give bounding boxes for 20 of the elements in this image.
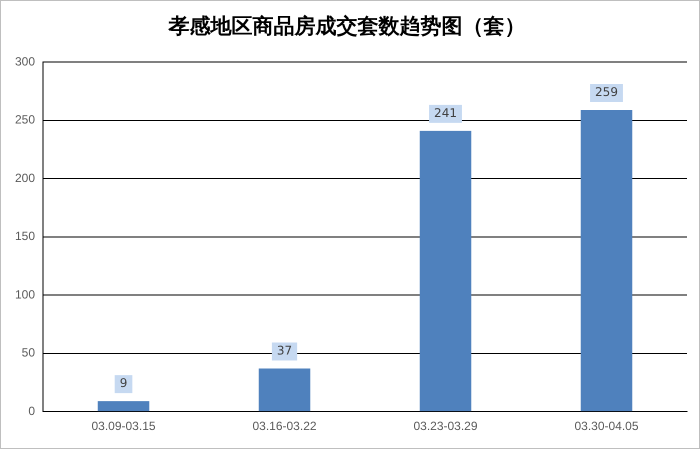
y-tick-label: 250 bbox=[14, 112, 36, 127]
data-label: 37 bbox=[276, 344, 292, 358]
x-tick-label: 03.30-04.05 bbox=[574, 419, 639, 434]
bar bbox=[98, 401, 150, 412]
chart-title: 孝感地区商品房成交套数趋势图（套） bbox=[168, 13, 526, 38]
y-tick-label: 50 bbox=[22, 346, 36, 360]
data-label: 241 bbox=[434, 106, 457, 120]
y-tick-label: 300 bbox=[14, 54, 36, 69]
data-label: 9 bbox=[120, 376, 128, 390]
x-tick-label: 03.16-03.22 bbox=[252, 419, 317, 434]
bar bbox=[580, 110, 632, 412]
data-label: 259 bbox=[595, 85, 618, 100]
bar bbox=[420, 130, 472, 412]
x-tick-label: 03.23-03.29 bbox=[413, 419, 478, 434]
y-tick-label: 100 bbox=[14, 287, 36, 302]
y-tick-label: 150 bbox=[14, 229, 36, 244]
y-tick-label: 200 bbox=[14, 170, 36, 185]
y-tick-label: 0 bbox=[28, 404, 36, 418]
x-tick-label: 03.09-03.15 bbox=[91, 419, 156, 434]
bar bbox=[258, 368, 310, 412]
